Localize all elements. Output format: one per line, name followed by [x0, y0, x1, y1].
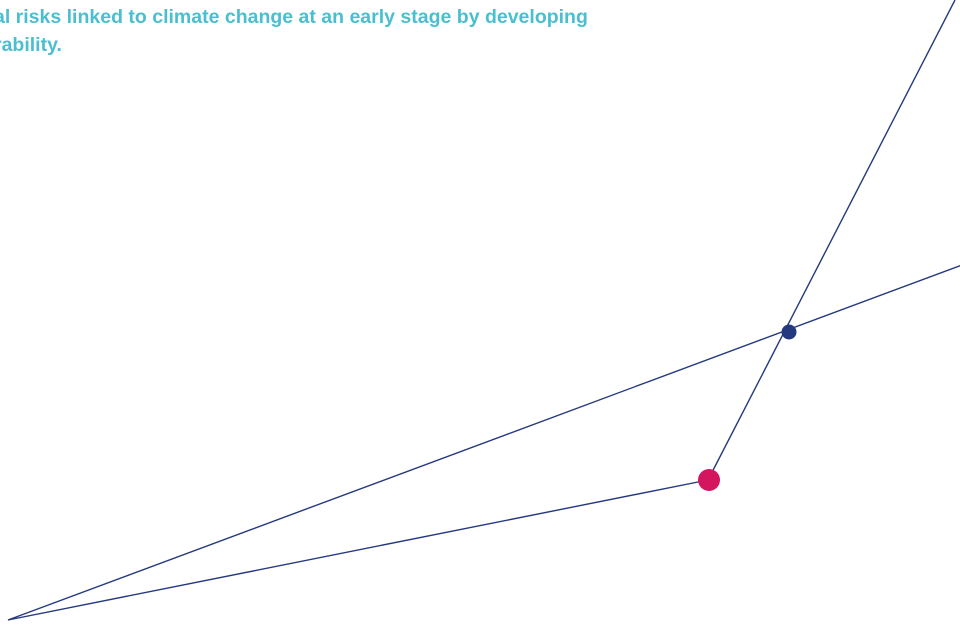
line-origin-to-right-edge	[7, 264, 960, 621]
line-origin-to-highlight	[7, 479, 709, 621]
highlight-dot	[698, 469, 720, 491]
heading-line-1: al risks linked to climate change at an …	[0, 6, 588, 28]
heading-text: al risks linked to climate change at an …	[0, 3, 894, 59]
junction-dot	[781, 324, 797, 340]
line-highlight-to-top	[707, 0, 956, 481]
heading-line-2: rability.	[0, 34, 62, 56]
